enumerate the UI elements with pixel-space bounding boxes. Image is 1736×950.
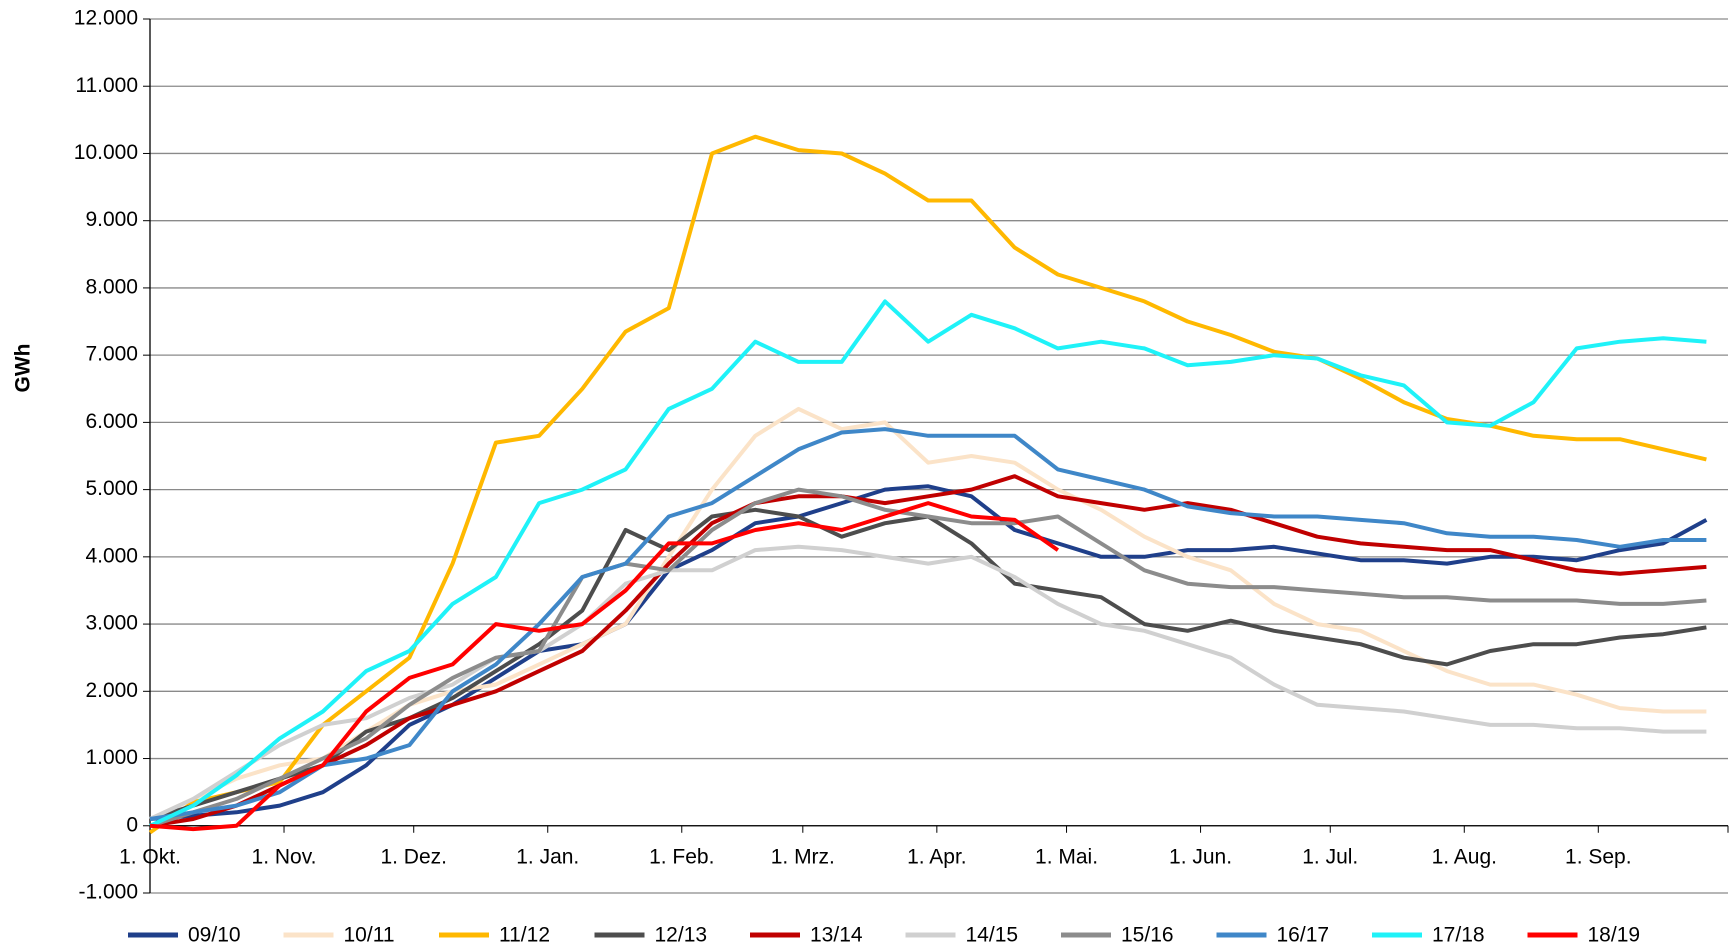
series-line xyxy=(149,487,1707,828)
y-tick-label: -1.000 xyxy=(78,881,138,904)
x-tick-label: 1. Nov. xyxy=(252,845,317,868)
series-line xyxy=(148,134,1707,835)
series-line xyxy=(149,406,1707,821)
y-tick-label: 12.000 xyxy=(74,7,138,30)
x-tick-label: 1. Apr. xyxy=(907,845,967,868)
x-tick-label: 1. Jul. xyxy=(1302,845,1358,868)
x-tick-label: 1. Mai. xyxy=(1035,845,1098,868)
legend-label: 15/16 xyxy=(1121,924,1174,947)
series-line xyxy=(149,501,1060,832)
series-line xyxy=(149,544,1707,821)
x-tick-label: 1. Okt. xyxy=(119,845,181,868)
y-tick-label: 7.000 xyxy=(85,343,138,366)
y-tick-label: 0 xyxy=(126,813,138,836)
legend-label: 10/11 xyxy=(344,924,395,947)
x-tick-label: 1. Dez. xyxy=(380,845,447,868)
y-tick-label: 9.000 xyxy=(85,208,138,231)
series-line xyxy=(149,484,1708,821)
legend-label: 13/14 xyxy=(810,924,863,947)
legend-label: 09/10 xyxy=(188,924,241,947)
y-axis-label: GWh xyxy=(12,344,35,393)
y-tick-label: 8.000 xyxy=(85,275,138,298)
x-tick-label: 1. Aug. xyxy=(1432,845,1497,868)
y-tick-label: 1.000 xyxy=(85,746,138,769)
y-tick-label: 6.000 xyxy=(85,410,138,433)
legend-label: 17/18 xyxy=(1432,924,1485,947)
y-tick-label: 2.000 xyxy=(85,679,138,702)
y-tick-label: 5.000 xyxy=(85,477,138,500)
legend-label: 14/15 xyxy=(966,924,1019,947)
y-tick-label: 10.000 xyxy=(74,141,138,164)
legend-label: 16/17 xyxy=(1277,924,1330,947)
x-tick-label: 1. Jun. xyxy=(1169,845,1232,868)
x-tick-label: 1. Feb. xyxy=(649,845,714,868)
y-tick-label: 4.000 xyxy=(85,544,138,567)
legend-label: 11/12 xyxy=(499,924,550,947)
x-tick-label: 1. Jan. xyxy=(516,845,579,868)
y-tick-label: 11.000 xyxy=(75,74,138,97)
legend-label: 12/13 xyxy=(655,924,708,947)
x-tick-label: 1. Sep. xyxy=(1565,845,1632,868)
x-tick-label: 1. Mrz. xyxy=(771,845,835,868)
series-line xyxy=(149,427,1707,821)
y-tick-label: 3.000 xyxy=(85,612,138,635)
series-line xyxy=(149,474,1707,828)
legend-label: 18/19 xyxy=(1588,924,1641,947)
series-line xyxy=(149,299,1707,828)
